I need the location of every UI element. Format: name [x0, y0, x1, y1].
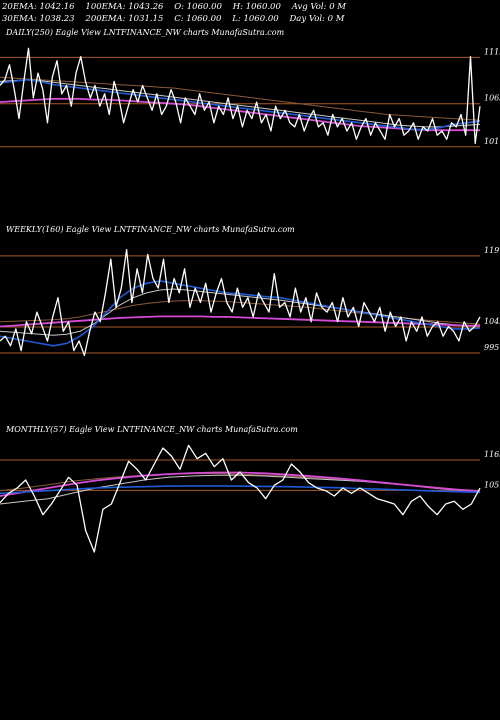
weekly-y-tick-label: 1197: [484, 246, 500, 255]
daily-ema30-line: [0, 79, 481, 128]
day-vol-value: 0 M: [327, 14, 345, 24]
avg-vol-value: 0 M: [329, 2, 347, 12]
open-label: O:: [174, 2, 185, 12]
close-value: 1060.00: [186, 14, 222, 24]
low-value: 1060.00: [243, 14, 279, 24]
daily-price-line: [0, 47, 481, 145]
close-label: C:: [174, 14, 184, 24]
monthly-price-line: [0, 444, 481, 553]
header-row-1: 20EMA: 1042.16 100EMA: 1043.26 O: 1060.0…: [2, 2, 346, 12]
high-value: 1060.00: [245, 2, 281, 12]
header-row-2: 30EMA: 1038.23 200EMA: 1031.15 C: 1060.0…: [2, 14, 344, 24]
low-label: L:: [232, 14, 241, 24]
weekly-price-line: [0, 248, 481, 357]
monthly-ema20-line: [0, 485, 481, 495]
ema200-value: 1031.15: [128, 14, 164, 24]
ema100-value: 1043.26: [128, 2, 164, 12]
day-vol-label: Day Vol:: [289, 14, 325, 24]
daily-chart-title: DAILY(250) Eagle View LNTFINANCE_NW char…: [6, 28, 285, 37]
ema100-label: 100EMA:: [85, 2, 126, 12]
monthly-ema200-line: [0, 471, 481, 497]
weekly-ema200-line: [0, 315, 480, 328]
open-value: 1060.00: [186, 2, 222, 12]
monthly-chart-title: MONTHLY(57) Eagle View LNTFINANCE_NW cha…: [6, 425, 298, 434]
daily-ema200-line: [0, 97, 480, 132]
ema30-label: 30EMA:: [2, 14, 37, 24]
monthly-y-tick-label: 1051: [484, 480, 500, 489]
ema20-value: 1042.16: [39, 2, 75, 12]
monthly-y-tick-label: 1165: [484, 450, 500, 459]
weekly-chart-title: WEEKLY(160) Eagle View LNTFINANCE_NW cha…: [6, 225, 295, 234]
high-label: H:: [232, 2, 244, 12]
daily-ema20-line: [0, 78, 481, 131]
ema20-label: 20EMA:: [2, 2, 37, 12]
ema200-label: 200EMA:: [85, 14, 126, 24]
ema30-value: 1038.23: [39, 14, 75, 24]
avg-vol-label: Avg Vol:: [291, 2, 327, 12]
daily-y-tick-label: 1063: [484, 94, 500, 103]
monthly-ema100-line: [0, 473, 481, 492]
daily-ema100-line: [0, 76, 481, 121]
weekly-y-tick-label: 995: [484, 343, 499, 352]
